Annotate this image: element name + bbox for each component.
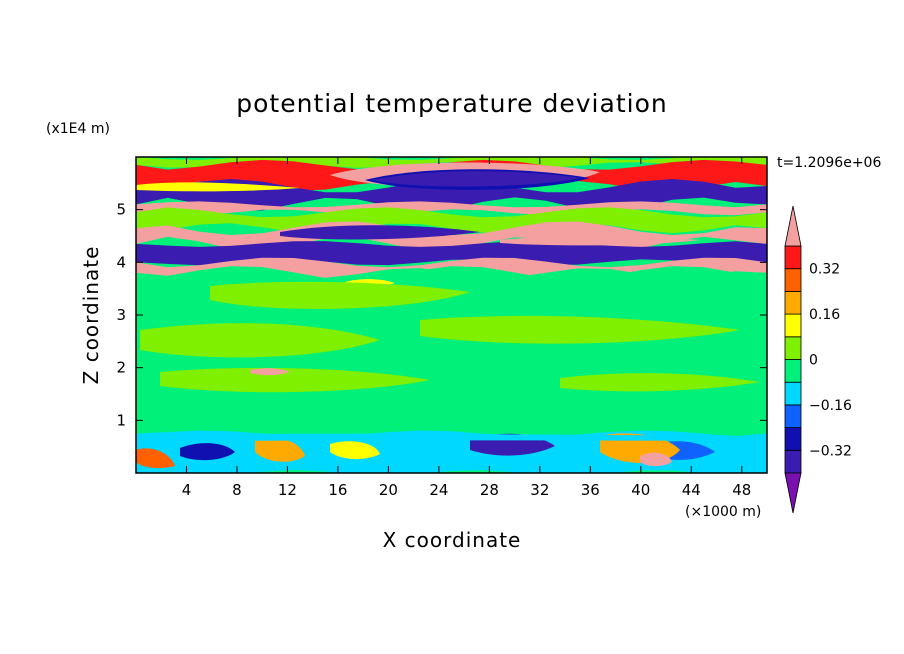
contour-layer — [136, 207, 767, 234]
bottom-warm-core — [640, 452, 672, 467]
green-patch-e — [560, 373, 760, 392]
colorbar-segment — [784, 427, 802, 451]
x-tick-label: 48 — [732, 481, 751, 499]
x-tick-label: 20 — [379, 481, 398, 499]
contour-details — [136, 162, 767, 469]
x-tick-label: 24 — [429, 481, 448, 499]
y-tick-label: 3 — [116, 306, 126, 324]
mid-warm-wisp — [500, 236, 700, 246]
y-unit-label: (x1E4 m) — [46, 121, 110, 137]
colorbar-segment — [784, 404, 802, 428]
x-axis-label: X coordinate — [383, 528, 522, 552]
colorbar-segment — [784, 381, 802, 406]
colorbar-segment — [784, 268, 802, 292]
colorbar-tick-label: −0.32 — [809, 443, 852, 459]
x-tick-label: 44 — [682, 481, 701, 499]
x-tick-label: 36 — [581, 481, 600, 499]
bottom-warm-eddy-b — [255, 437, 305, 462]
bottom-cold-eddy-a — [180, 443, 235, 461]
colorbar-tick-label: 0 — [809, 353, 818, 369]
colorbar-segment — [784, 245, 802, 270]
colorbar-segment — [784, 449, 802, 474]
colorbar: 0.32 0.16 0 −0.16 −0.32 — [784, 205, 852, 514]
green-patch-b — [140, 323, 380, 358]
x-axis: 4 8 12 16 20 24 28 32 36 40 44 48 — [182, 157, 751, 499]
contour-layer — [136, 266, 767, 441]
x-tick-label: 40 — [631, 481, 650, 499]
x-tick-label: 32 — [530, 481, 549, 499]
contour-layer — [136, 201, 767, 216]
colorbar-tick-label: 0.32 — [809, 262, 840, 278]
x-tick-label: 4 — [182, 481, 192, 499]
time-label: t=1.2096e+06 — [777, 155, 881, 171]
y-axis: 1 2 3 4 5 — [116, 201, 767, 429]
contour-fields — [136, 157, 767, 473]
colorbar-segment — [784, 290, 802, 315]
mid-cold-wisp-a — [280, 225, 480, 240]
colorbar-tick-label: −0.16 — [809, 398, 852, 414]
colorbar-segment — [784, 359, 802, 383]
colorbar-tick-label: 0.16 — [809, 307, 840, 323]
colorbar-max-arrow — [784, 205, 802, 247]
bottom-warm-eddy-a — [136, 448, 175, 469]
bottom-cyan-band — [136, 433, 767, 442]
y-tick-label: 4 — [116, 253, 126, 271]
x-tick-label: 12 — [278, 481, 297, 499]
x-tick-label: 16 — [328, 481, 347, 499]
contour-layer — [136, 157, 767, 168]
green-patch-a — [210, 281, 470, 310]
colorbar-segment — [784, 336, 802, 360]
colorbar-segment — [784, 313, 802, 338]
pink-streak-lowmid — [250, 368, 290, 376]
x-tick-label: 8 — [232, 481, 242, 499]
left-warm-streak — [136, 182, 300, 192]
bottom-yellow-eddy — [330, 441, 380, 460]
x-unit-label: (×1000 m) — [685, 504, 761, 520]
contour-plot-area — [136, 157, 767, 473]
upper-cold-core-edge — [372, 171, 580, 187]
x-tick-label: 28 — [480, 481, 499, 499]
colorbar-min-arrow — [784, 472, 802, 514]
y-tick-label: 1 — [116, 411, 126, 429]
green-patch-d — [160, 367, 430, 393]
y-tick-label: 2 — [116, 359, 126, 377]
green-patch-c — [420, 315, 740, 344]
chart-title: potential temperature deviation — [236, 89, 667, 118]
y-axis-label: Z coordinate — [79, 246, 103, 385]
y-tick-label: 5 — [116, 201, 126, 219]
